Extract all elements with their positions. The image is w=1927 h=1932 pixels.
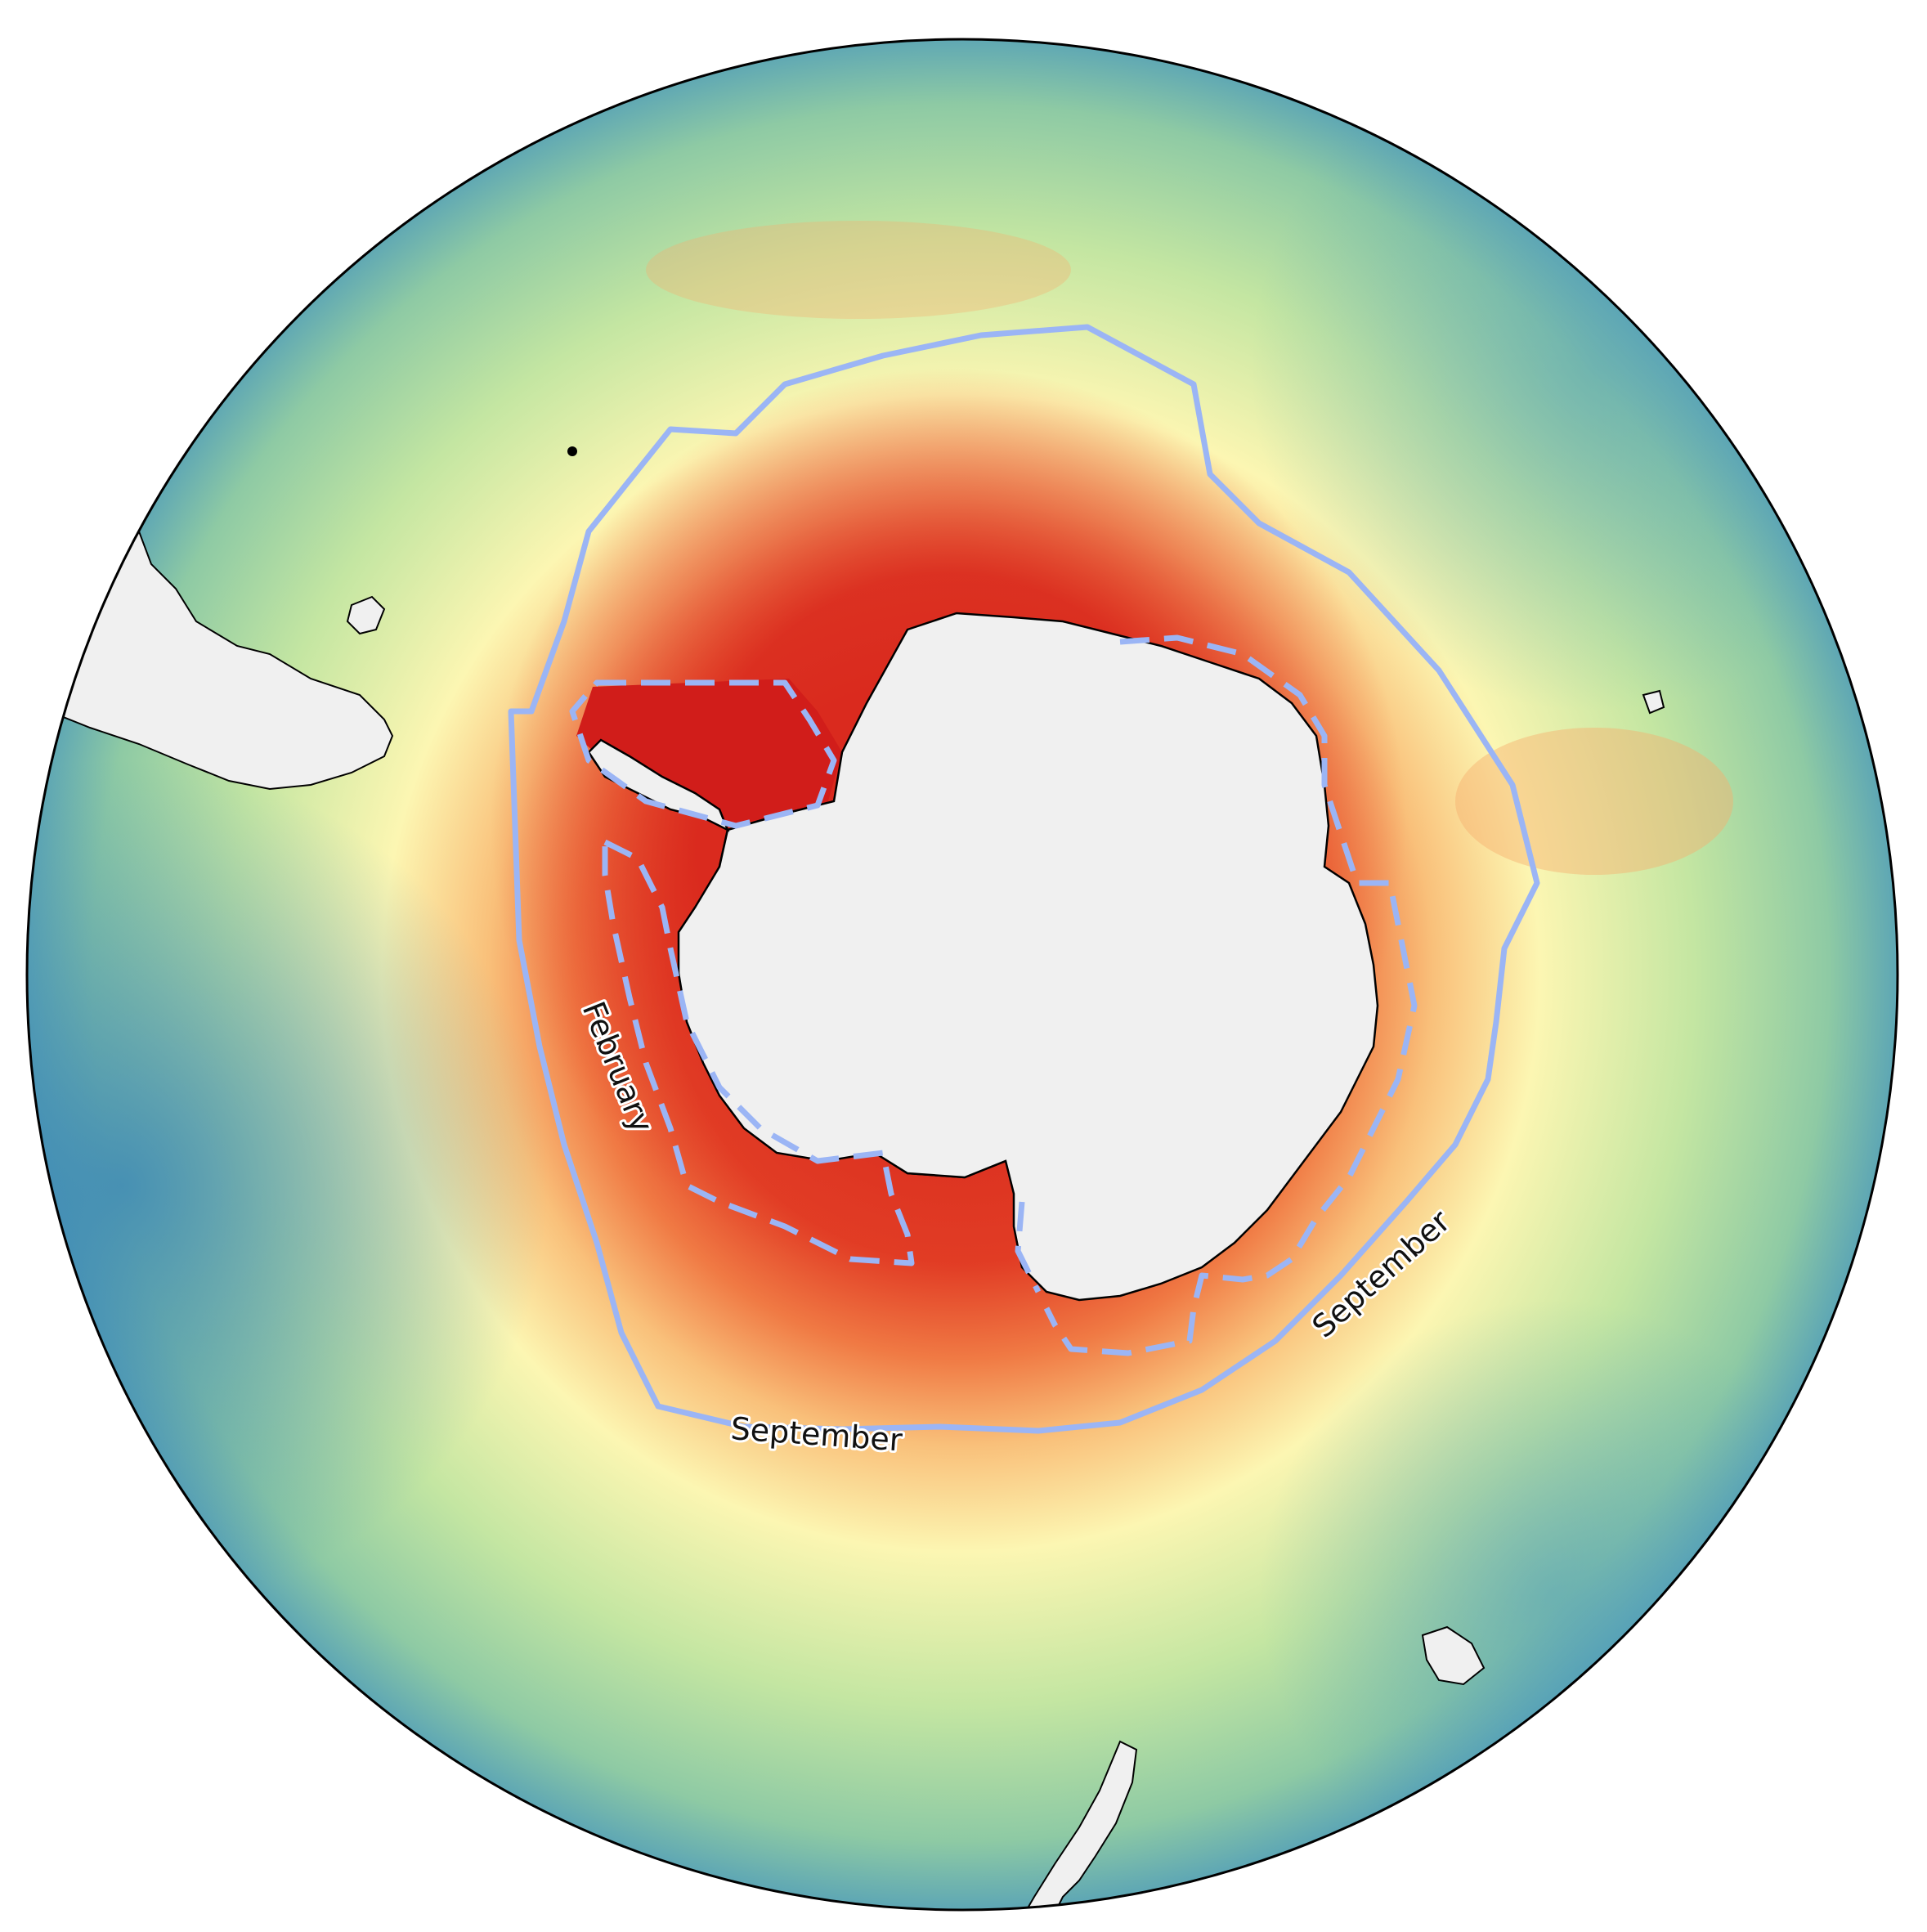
antarctic-peninsula-land	[587, 738, 730, 832]
weddell-sea-red	[576, 679, 842, 826]
tasmania-land	[1421, 1625, 1486, 1686]
south-georgia-island	[567, 446, 577, 456]
february-contour-east	[1015, 634, 1418, 1356]
september-contour	[508, 324, 1540, 1434]
antarctica-land	[677, 612, 1379, 1302]
new-zealand-land	[1012, 1740, 1138, 1910]
falkland-islands	[346, 595, 386, 635]
globe-outline	[25, 38, 1899, 1912]
february-contour-west	[569, 679, 915, 1266]
kerguelen-island	[1642, 689, 1665, 715]
